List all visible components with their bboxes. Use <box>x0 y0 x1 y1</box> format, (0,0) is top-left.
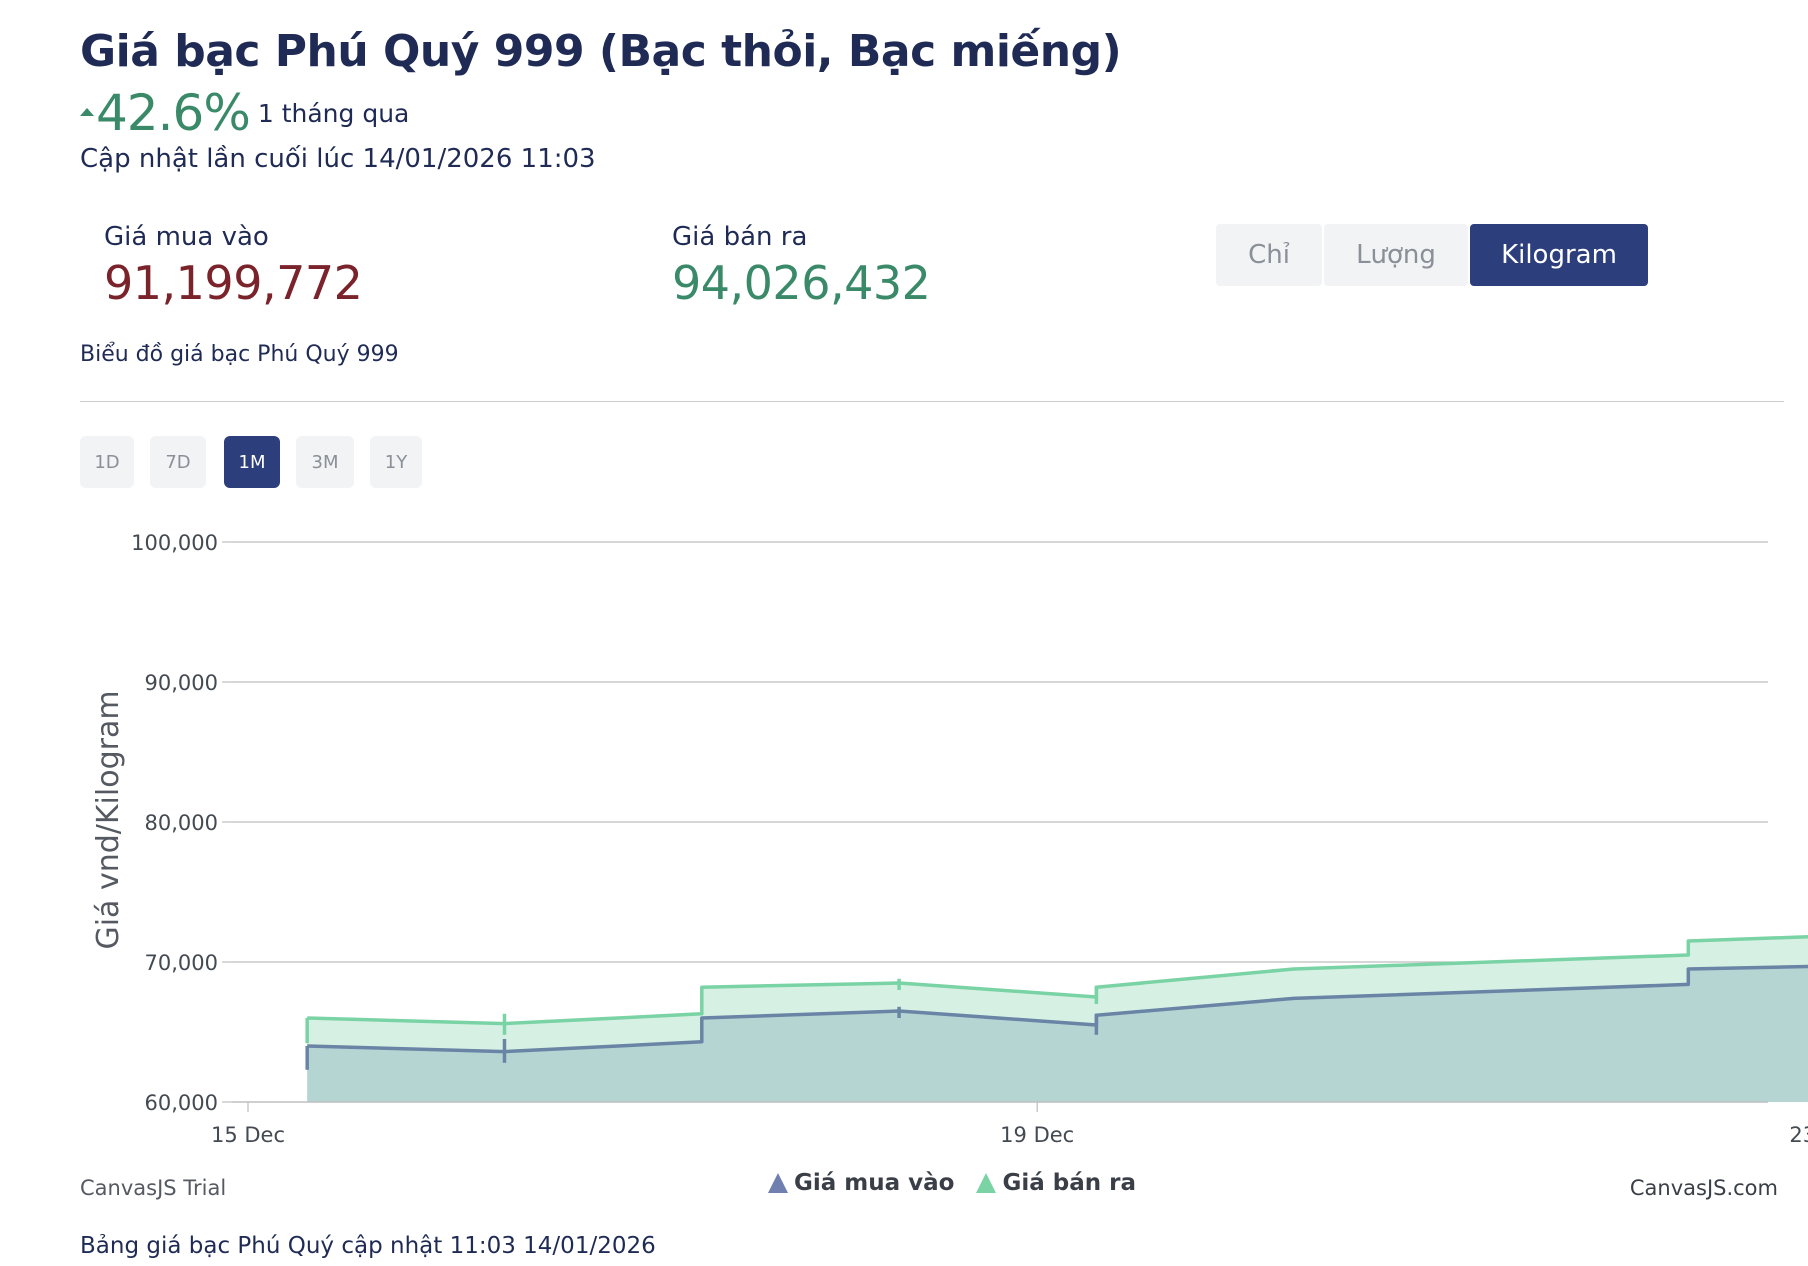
buy-area <box>307 966 1808 1102</box>
chart-areas <box>307 936 1808 1102</box>
last-updated: Cập nhật lần cuối lúc 14/01/2026 11:03 <box>80 144 596 174</box>
y-axis-title: Giá vnd/Kilogram <box>91 690 126 949</box>
footer-note: Bảng giá bạc Phú Quý cập nhật 11:03 14/0… <box>80 1233 656 1259</box>
legend-label-sell: Giá bán ra <box>1002 1170 1137 1196</box>
chart-axes: 60,000 70,000 80,000 90,000 100,000 15 Dec 19 … <box>131 531 1808 1147</box>
chart-legend: Giá mua vào Giá bán ra <box>768 1170 1136 1196</box>
sell-price-label: Giá bán ra <box>672 222 808 252</box>
legend-label-buy: Giá mua vào <box>794 1170 955 1196</box>
unit-tab-kilogram[interactable]: Kilogram <box>1470 224 1648 286</box>
unit-tab-luong[interactable]: Lượng <box>1324 224 1468 286</box>
y-tick-label: 70,000 <box>145 951 218 975</box>
chart-caption: Biểu đồ giá bạc Phú Quý 999 <box>80 342 399 367</box>
buy-price-label: Giá mua vào <box>104 222 269 252</box>
y-tick-label: 90,000 <box>145 671 218 695</box>
buy-line <box>307 964 1808 1054</box>
y-tick-label: 100,000 <box>131 531 218 555</box>
y-tick-label: 80,000 <box>145 811 218 835</box>
y-tick-label: 60,000 <box>145 1091 218 1115</box>
change-period: 1 tháng qua <box>257 99 410 128</box>
legend-item-buy[interactable]: Giá mua vào <box>768 1170 954 1196</box>
triangle-icon <box>976 1173 997 1193</box>
change-row: 42.6% 1 tháng qua <box>80 84 409 142</box>
change-value: 42.6% <box>96 84 251 142</box>
chart-lines <box>307 935 1808 1054</box>
divider <box>80 401 1784 402</box>
sell-price-value: 94,026,432 <box>672 256 931 310</box>
unit-tabs: Chỉ Lượng Kilogram <box>1216 224 1648 286</box>
x-tick-label: 15 Dec <box>211 1123 285 1147</box>
unit-tab-chi[interactable]: Chỉ <box>1216 224 1322 286</box>
x-tick-label: 19 Dec <box>1000 1123 1074 1147</box>
range-tab-1m[interactable]: 1M <box>224 436 280 488</box>
sell-line <box>307 935 1808 1026</box>
page-title: Giá bạc Phú Quý 999 (Bạc thỏi, Bạc miếng… <box>80 26 1122 77</box>
range-tab-3m[interactable]: 3M <box>296 436 354 488</box>
buy-price-value: 91,199,772 <box>104 256 363 310</box>
range-tab-1d[interactable]: 1D <box>80 436 134 488</box>
up-arrow-icon <box>80 108 94 116</box>
chart-markers <box>305 978 1099 1070</box>
legend-item-sell[interactable]: Giá bán ra <box>976 1170 1136 1196</box>
x-tick-label: 23 Dec <box>1789 1123 1808 1147</box>
range-tab-1y[interactable]: 1Y <box>370 436 422 488</box>
triangle-icon <box>768 1173 788 1193</box>
range-tab-7d[interactable]: 7D <box>150 436 206 488</box>
chart-credit-link[interactable]: CanvasJS.com <box>1629 1176 1778 1200</box>
chart-credit-left: CanvasJS Trial <box>80 1176 227 1200</box>
